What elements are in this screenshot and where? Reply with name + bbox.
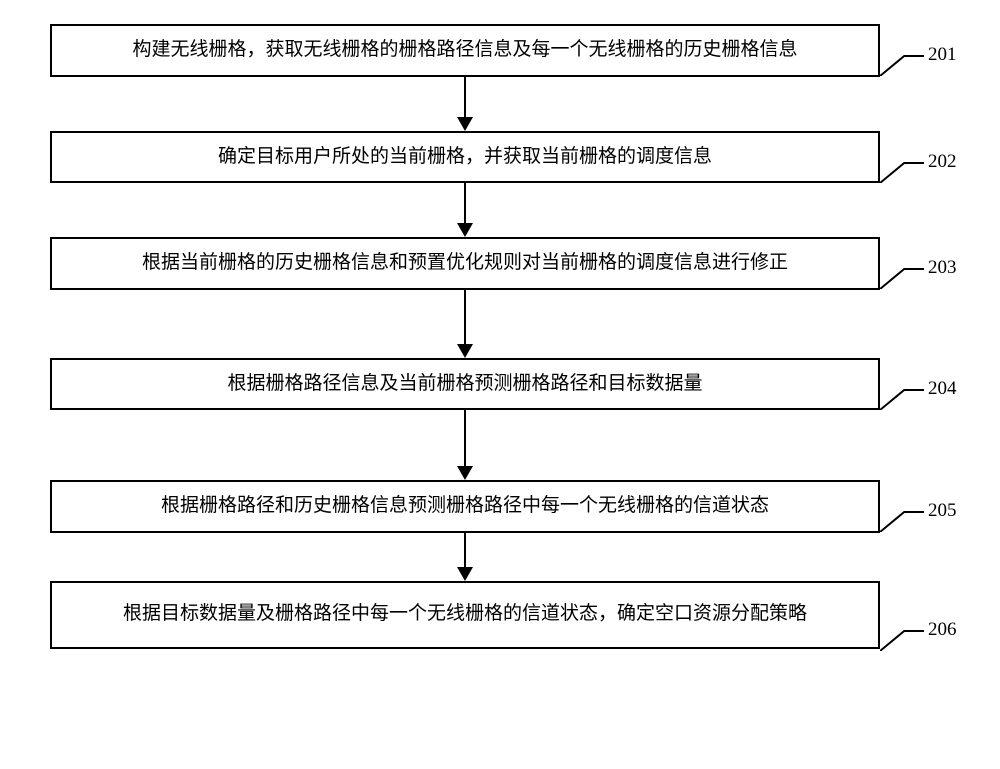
flow-step: 根据目标数据量及栅格路径中每一个无线栅格的信道状态，确定空口资源分配策略206 bbox=[50, 581, 950, 649]
flow-step-text: 根据目标数据量及栅格路径中每一个无线栅格的信道状态，确定空口资源分配策略 bbox=[123, 600, 807, 629]
flow-step-text: 根据栅格路径和历史栅格信息预测栅格路径中每一个无线栅格的信道状态 bbox=[161, 492, 769, 521]
flow-step-box: 构建无线栅格，获取无线栅格的栅格路径信息及每一个无线栅格的历史栅格信息 bbox=[50, 24, 880, 77]
step-number: 205 bbox=[928, 500, 957, 522]
step-number: 203 bbox=[928, 257, 957, 279]
flow-step-text: 根据栅格路径信息及当前栅格预测栅格路径和目标数据量 bbox=[227, 370, 702, 399]
flow-step-text: 确定目标用户所处的当前栅格，并获取当前栅格的调度信息 bbox=[218, 143, 712, 172]
flow-arrow bbox=[50, 533, 880, 581]
flow-step: 根据栅格路径信息及当前栅格预测栅格路径和目标数据量204 bbox=[50, 358, 950, 411]
flowchart-container: 构建无线栅格，获取无线栅格的栅格路径信息及每一个无线栅格的历史栅格信息201 确定… bbox=[50, 24, 950, 649]
flow-step: 构建无线栅格，获取无线栅格的栅格路径信息及每一个无线栅格的历史栅格信息201 bbox=[50, 24, 950, 77]
flow-arrow bbox=[50, 77, 880, 131]
step-number: 202 bbox=[928, 151, 957, 173]
flow-arrow bbox=[50, 410, 880, 480]
flow-step-box: 根据当前栅格的历史栅格信息和预置优化规则对当前栅格的调度信息进行修正 bbox=[50, 237, 880, 290]
flow-step-box: 根据栅格路径信息及当前栅格预测栅格路径和目标数据量 bbox=[50, 358, 880, 411]
flow-arrow bbox=[50, 183, 880, 237]
flow-step: 确定目标用户所处的当前栅格，并获取当前栅格的调度信息202 bbox=[50, 131, 950, 184]
flow-arrow bbox=[50, 290, 880, 358]
flow-step-box: 确定目标用户所处的当前栅格，并获取当前栅格的调度信息 bbox=[50, 131, 880, 184]
flow-step: 根据当前栅格的历史栅格信息和预置优化规则对当前栅格的调度信息进行修正203 bbox=[50, 237, 950, 290]
flow-step-box: 根据栅格路径和历史栅格信息预测栅格路径中每一个无线栅格的信道状态 bbox=[50, 480, 880, 533]
step-number: 201 bbox=[928, 44, 957, 66]
step-number: 206 bbox=[928, 619, 957, 641]
flow-step-text: 根据当前栅格的历史栅格信息和预置优化规则对当前栅格的调度信息进行修正 bbox=[142, 249, 788, 278]
step-number: 204 bbox=[928, 378, 957, 400]
flow-step-box: 根据目标数据量及栅格路径中每一个无线栅格的信道状态，确定空口资源分配策略 bbox=[50, 581, 880, 649]
flow-step: 根据栅格路径和历史栅格信息预测栅格路径中每一个无线栅格的信道状态205 bbox=[50, 480, 950, 533]
flow-step-text: 构建无线栅格，获取无线栅格的栅格路径信息及每一个无线栅格的历史栅格信息 bbox=[132, 36, 797, 65]
